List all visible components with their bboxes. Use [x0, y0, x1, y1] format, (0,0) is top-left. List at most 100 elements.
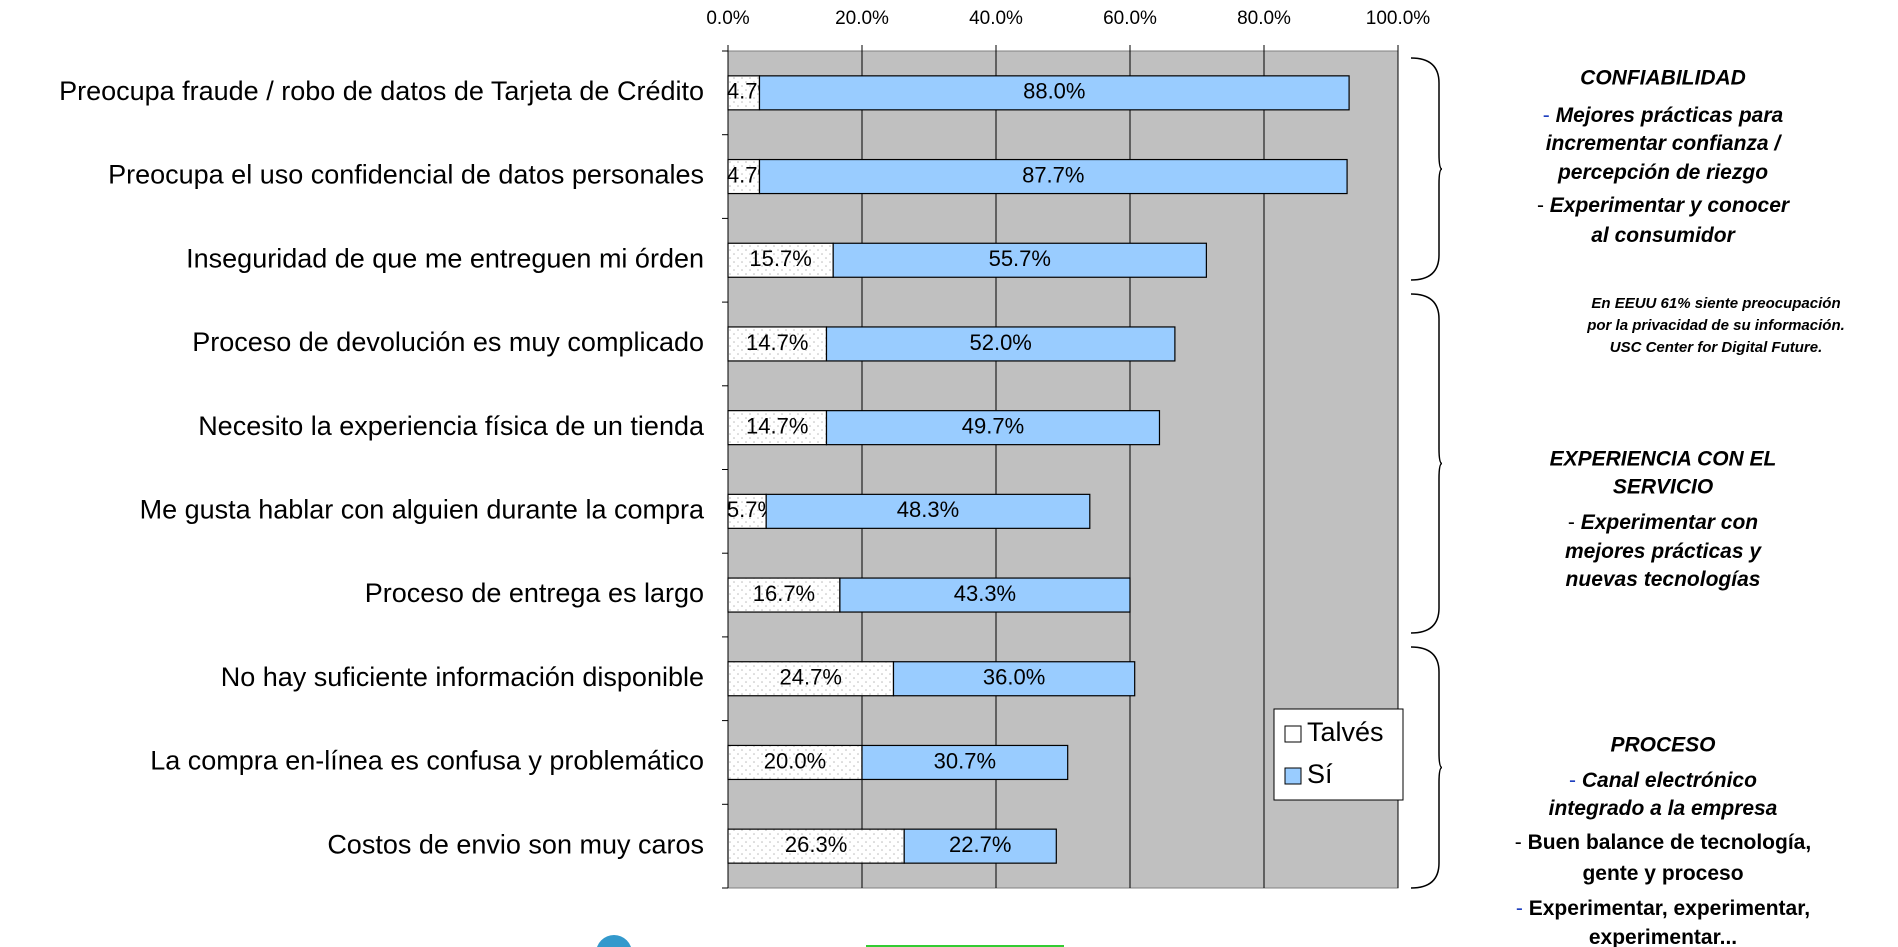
legend — [1273, 708, 1404, 801]
annotation-item: nuevas tecnologías — [1566, 568, 1761, 591]
x-tick-label: 80.0% — [1237, 8, 1291, 29]
category-label: Proceso de devolución es muy complicado — [192, 327, 704, 357]
legend-label: Sí — [1307, 759, 1333, 789]
data-label: 55.7% — [989, 246, 1051, 271]
annotation-item: al consumidor — [1591, 224, 1736, 247]
bracket — [1410, 646, 1443, 889]
annotation-item: - Mejores prácticas para — [1543, 104, 1784, 127]
bar — [727, 242, 834, 278]
annotation-item: - Buen balance de tecnología, — [1515, 831, 1811, 854]
annotation-text: nuevas tecnologías — [1566, 568, 1761, 591]
bar — [727, 661, 895, 697]
data-label: 52.0% — [969, 330, 1031, 355]
annotation-note: En EEUU 61% siente preocupación — [1591, 295, 1840, 312]
bracket — [1410, 293, 1443, 634]
annotation-text: mejores prácticas y — [1565, 540, 1762, 563]
bullet: - — [1568, 511, 1581, 534]
bar — [765, 493, 1091, 529]
category-label: Proceso de entrega es largo — [365, 578, 704, 608]
data-label: 15.7% — [749, 246, 811, 271]
bar — [861, 744, 1069, 781]
category-label: No hay suficiente información disponible — [221, 662, 704, 692]
data-label: 30.7% — [934, 748, 996, 773]
data-label: 14.7% — [746, 330, 808, 355]
data-label: 43.3% — [954, 581, 1016, 606]
category-label: Necesito la experiencia física de un tie… — [198, 411, 705, 441]
annotation-text: Buen balance de tecnología, — [1528, 831, 1812, 854]
bar — [727, 158, 761, 195]
annotation-item: - Experimentar y conocer — [1537, 194, 1791, 217]
data-label: 22.7% — [949, 832, 1011, 857]
annotation-text: Canal electrónico — [1582, 769, 1757, 792]
annotation-text: integrado a la empresa — [1549, 797, 1778, 820]
annotation-text: experimentar... — [1589, 926, 1737, 947]
bar — [825, 326, 1176, 362]
x-tick-label: 100.0% — [1366, 8, 1431, 29]
logo — [866, 945, 1064, 947]
x-tick-label: 60.0% — [1103, 8, 1157, 29]
bar — [839, 577, 1131, 613]
annotation-title: SERVICIO — [1613, 476, 1713, 499]
annotation-text: Mejores prácticas para — [1556, 104, 1784, 127]
bullet: - — [1515, 831, 1528, 854]
data-label: 24.7% — [780, 665, 842, 690]
annotation-title: PROCESO — [1610, 734, 1715, 757]
annotation-item: incrementar confianza / — [1546, 132, 1783, 155]
data-label: 14.7% — [746, 413, 808, 438]
bar — [727, 410, 828, 446]
data-label: 88.0% — [1023, 79, 1085, 104]
bar — [758, 158, 1348, 195]
bullet: - — [1516, 897, 1529, 920]
bar — [727, 75, 761, 111]
x-tick-label: 40.0% — [969, 8, 1023, 29]
annotation-item: gente y proceso — [1582, 862, 1743, 885]
annotation-text: al consumidor — [1591, 224, 1736, 247]
legend-swatch — [1284, 725, 1302, 743]
annotation-text: Experimentar y conocer — [1550, 194, 1791, 217]
data-label: 87.7% — [1022, 162, 1084, 187]
legend-label: Talvés — [1307, 717, 1384, 747]
legend-swatch — [1284, 767, 1302, 785]
annotation-text: incrementar confianza / — [1546, 132, 1783, 155]
logo — [597, 935, 631, 947]
annotation-note: USC Center for Digital Future. — [1610, 339, 1823, 356]
bullet: - — [1537, 194, 1550, 217]
category-label: Me gusta hablar con alguien durante la c… — [140, 494, 705, 524]
category-label: La compra en-línea es confusa y problemá… — [150, 746, 704, 776]
bar — [892, 661, 1136, 697]
annotation-item: percepción de riezgo — [1557, 161, 1768, 184]
annotation-text: Experimentar, experimentar, — [1529, 897, 1810, 920]
data-label: 36.0% — [983, 665, 1045, 690]
bar — [903, 828, 1057, 864]
data-label: 48.3% — [897, 497, 959, 522]
annotation-title: EXPERIENCIA CON EL — [1550, 448, 1777, 471]
annotation-item: - Experimentar con — [1568, 511, 1758, 534]
bracket — [1410, 57, 1443, 281]
annotation-text: Experimentar con — [1581, 511, 1758, 534]
annotation-text: percepción de riezgo — [1557, 161, 1768, 184]
annotation-item: - Canal electrónico — [1569, 769, 1757, 792]
category-label: Preocupa fraude / robo de datos de Tarje… — [59, 76, 704, 106]
annotation-item: experimentar... — [1589, 926, 1737, 947]
x-tick-label: 20.0% — [835, 8, 889, 29]
annotation-note: por la privacidad de su información. — [1586, 317, 1845, 334]
data-label: 49.7% — [962, 413, 1024, 438]
annotation-title: CONFIABILIDAD — [1580, 67, 1746, 90]
bar — [825, 410, 1161, 446]
bar — [727, 493, 767, 529]
bar — [758, 75, 1350, 111]
annotation-item: - Experimentar, experimentar, — [1516, 897, 1810, 920]
bullet: - — [1569, 769, 1582, 792]
data-label: 20.0% — [764, 748, 826, 773]
data-label: 16.7% — [753, 581, 815, 606]
category-label: Costos de envio son muy caros — [327, 829, 704, 859]
data-label: 26.3% — [785, 832, 847, 857]
bar — [727, 744, 863, 781]
annotation-item: integrado a la empresa — [1549, 797, 1778, 820]
annotation-text: gente y proceso — [1582, 862, 1743, 885]
x-tick-label: 0.0% — [706, 8, 749, 29]
bullet: - — [1543, 104, 1556, 127]
category-label: Preocupa el uso confidencial de datos pe… — [108, 160, 704, 190]
bar — [727, 577, 841, 613]
